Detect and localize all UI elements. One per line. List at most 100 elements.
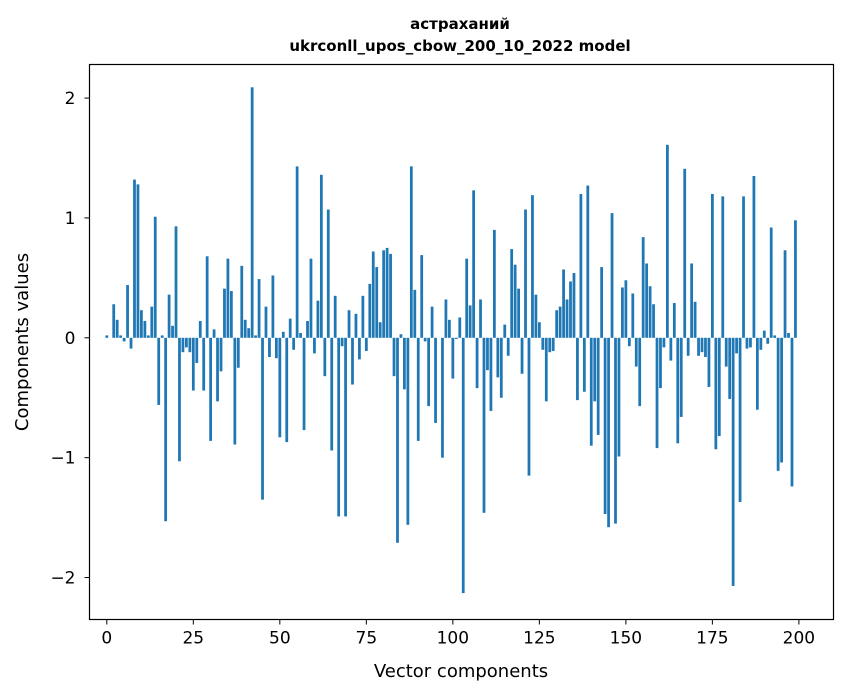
bar-141 [593, 337, 597, 402]
bar-109 [482, 337, 486, 513]
bar-104 [465, 258, 469, 338]
bar-82 [389, 253, 392, 338]
bar-114 [499, 337, 503, 398]
bar-74 [361, 295, 365, 338]
bar-112 [492, 229, 496, 338]
bar-149 [621, 287, 624, 338]
x-tick-label-150: 150 [610, 629, 642, 649]
bar-137 [579, 193, 583, 338]
chart-title: астраханий [410, 15, 510, 33]
bar-100 [451, 337, 455, 379]
bar-5 [122, 337, 126, 342]
bar-158 [652, 304, 655, 338]
bar-90 [416, 337, 420, 441]
bar-110 [486, 337, 489, 371]
bar-52 [285, 337, 289, 443]
bar-151 [627, 337, 631, 347]
bar-33 [219, 337, 223, 372]
bar-132 [562, 269, 565, 338]
bar-107 [475, 337, 479, 389]
bar-183 [738, 337, 742, 503]
bar-36 [229, 291, 233, 338]
bar-172 [700, 337, 704, 353]
bar-150 [624, 280, 628, 338]
bar-143 [600, 267, 604, 338]
bar-21 [178, 337, 181, 462]
x-tick-label-125: 125 [523, 629, 555, 649]
bar-46 [264, 306, 268, 338]
bar-191 [766, 337, 770, 344]
bar-179 [724, 337, 728, 367]
bar-171 [697, 337, 700, 356]
bar-14 [153, 216, 157, 338]
bar-4 [119, 335, 123, 338]
bars-group [105, 87, 797, 594]
bar-168 [686, 337, 690, 356]
bar-152 [631, 293, 635, 338]
bar-93 [427, 337, 431, 407]
bar-127 [544, 337, 548, 402]
bar-31 [212, 329, 216, 338]
x-axis-label: Vector components [374, 661, 548, 682]
x-tick-label-0: 0 [101, 629, 112, 649]
bar-186 [749, 337, 752, 348]
bar-192 [769, 227, 773, 338]
y-tick-label--1: −1 [50, 449, 75, 469]
bar-117 [510, 249, 514, 338]
plot-frame [88, 63, 835, 621]
bar-27 [198, 321, 202, 338]
bar-145 [607, 337, 610, 528]
bar-42 [250, 87, 254, 338]
y-tick-label-2: 2 [65, 89, 76, 109]
bar-56 [299, 333, 302, 338]
bar-194 [776, 337, 780, 471]
bar-84 [396, 337, 399, 543]
bar-19 [171, 325, 174, 338]
bar-9 [136, 184, 140, 338]
x-tick-label-200: 200 [783, 629, 815, 649]
bar-6 [126, 285, 129, 338]
bar-26 [195, 337, 199, 363]
bar-119 [517, 288, 520, 338]
bar-61 [316, 300, 320, 338]
bar-134 [569, 281, 572, 338]
x-tick-label-25: 25 [182, 629, 204, 649]
bar-8 [133, 179, 136, 338]
bar-48 [271, 275, 275, 338]
bar-59 [309, 258, 313, 338]
bar-29 [205, 256, 209, 338]
bar-157 [648, 286, 652, 338]
bar-13 [150, 306, 154, 338]
bar-79 [378, 322, 382, 338]
bar-77 [371, 251, 375, 338]
bar-58 [306, 321, 309, 338]
bar-196 [783, 250, 787, 338]
y-tick-label--2: −2 [50, 569, 75, 589]
bar-101 [454, 337, 458, 339]
bar-64 [326, 209, 330, 338]
bar-40 [243, 319, 247, 338]
bar-78 [375, 267, 379, 338]
bar-190 [762, 330, 766, 338]
bar-0 [105, 335, 109, 338]
bar-111 [489, 337, 493, 411]
x-tick-label-50: 50 [269, 629, 291, 649]
bar-83 [392, 337, 396, 377]
bar-57 [302, 337, 306, 431]
bar-195 [780, 337, 783, 463]
bar-160 [659, 337, 662, 389]
bar-72 [354, 313, 358, 338]
bar-28 [202, 337, 206, 391]
bar-60 [313, 337, 316, 354]
bar-24 [188, 337, 192, 353]
bar-193 [773, 335, 777, 338]
bar-70 [347, 310, 351, 338]
bar-95 [434, 337, 437, 423]
bar-17 [164, 337, 168, 522]
bar-131 [558, 306, 562, 338]
bar-154 [638, 337, 642, 407]
bar-136 [576, 337, 579, 401]
bar-142 [596, 337, 600, 435]
bar-170 [693, 301, 697, 338]
bar-91 [420, 255, 424, 338]
